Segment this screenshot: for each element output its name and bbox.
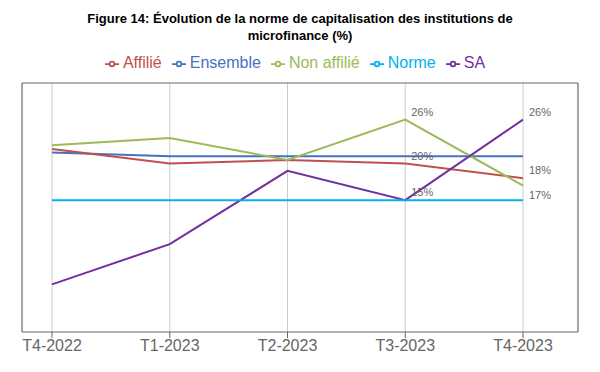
- svg-text:17%: 17%: [529, 189, 551, 201]
- svg-text:T4-2022: T4-2022: [22, 337, 82, 354]
- html-text:SA: SA: [463, 54, 486, 71]
- html-text:Figure 14: Évolution de la nor: Figure 14: Évolution de la norme de capi…: [87, 11, 513, 26]
- html-text:microfinance (%): microfinance (%): [247, 28, 353, 43]
- svg-text:26%: 26%: [529, 106, 551, 118]
- svg-text:T4-2023: T4-2023: [493, 337, 553, 354]
- svg-text:15%: 15%: [411, 186, 433, 198]
- html-text:Non affilié: Non affilié: [288, 54, 360, 71]
- html-text:Ensemble: Ensemble: [189, 54, 261, 71]
- svg-text:18%: 18%: [529, 164, 551, 176]
- html-text:Affilié: Affilié: [122, 54, 162, 71]
- svg-text:T2-2023: T2-2023: [258, 337, 318, 354]
- svg-text:26%: 26%: [411, 106, 433, 118]
- svg-text:T3-2023: T3-2023: [375, 337, 435, 354]
- svg-text:T1-2023: T1-2023: [140, 337, 200, 354]
- svg-text:20%: 20%: [411, 150, 433, 162]
- html-text:Norme: Norme: [387, 54, 436, 71]
